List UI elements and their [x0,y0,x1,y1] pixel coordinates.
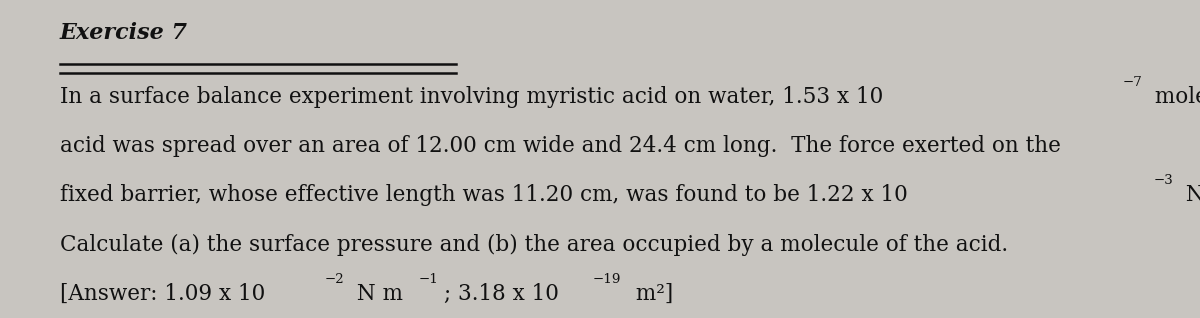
Text: −1: −1 [419,273,438,286]
Text: m²]: m²] [629,283,673,305]
Text: In a surface balance experiment involving myristic acid on water, 1.53 x 10: In a surface balance experiment involvin… [60,86,883,108]
Text: −2: −2 [325,273,344,286]
Text: Exercise 7: Exercise 7 [60,22,188,44]
Text: N.: N. [1180,184,1200,206]
Text: fixed barrier, whose effective length was 11.20 cm, was found to be 1.22 x 10: fixed barrier, whose effective length wa… [60,184,907,206]
Text: [Answer: 1.09 x 10: [Answer: 1.09 x 10 [60,283,265,305]
Text: acid was spread over an area of 12.00 cm wide and 24.4 cm long.  The force exert: acid was spread over an area of 12.00 cm… [60,135,1061,157]
Text: N m: N m [350,283,403,305]
Text: Calculate (a) the surface pressure and (b) the area occupied by a molecule of th: Calculate (a) the surface pressure and (… [60,234,1008,256]
Text: −19: −19 [593,273,620,286]
Text: ; 3.18 x 10: ; 3.18 x 10 [444,283,559,305]
Text: −7: −7 [1122,76,1142,89]
Text: −3: −3 [1154,174,1174,187]
Text: mole of the: mole of the [1147,86,1200,108]
